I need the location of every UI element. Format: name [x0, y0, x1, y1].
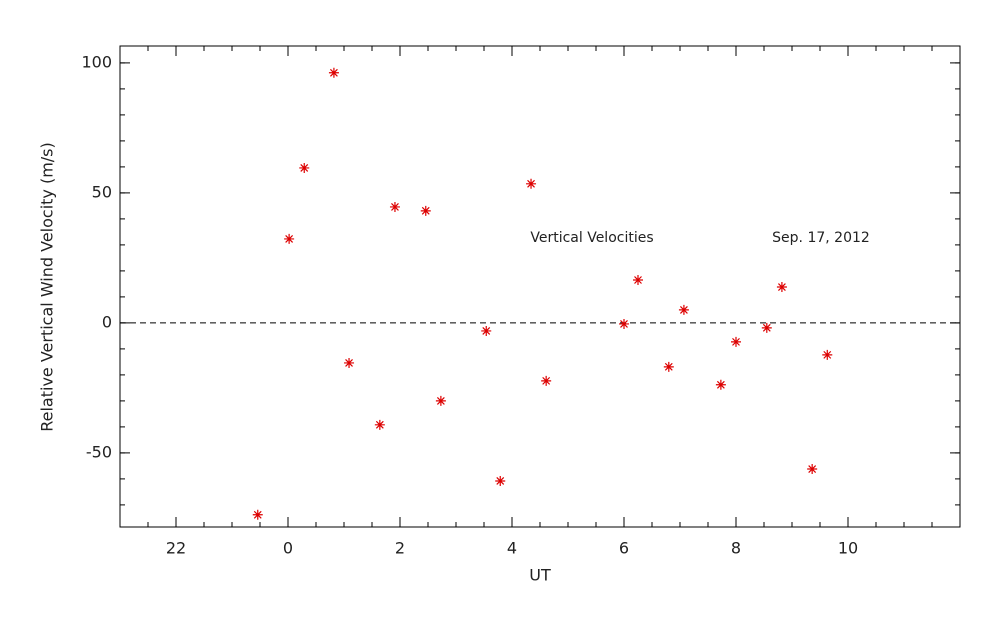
y-axis-label: Relative Vertical Wind Velocity (m/s) — [38, 142, 57, 432]
data-point — [344, 357, 355, 368]
annotation: Vertical Velocities — [530, 230, 653, 246]
data-point — [435, 395, 446, 406]
data-point — [526, 178, 537, 189]
data-point — [481, 325, 492, 336]
data-point — [776, 282, 787, 293]
data-point — [495, 475, 506, 486]
annotation: Sep. 17, 2012 — [772, 230, 870, 246]
data-point — [678, 304, 689, 315]
y-tick-label: 50 — [92, 182, 112, 201]
y-tick-label: -50 — [86, 442, 112, 461]
x-tick-label: 8 — [731, 539, 741, 558]
y-tick-label: 0 — [102, 312, 112, 331]
data-point — [619, 318, 629, 329]
x-tick-label: 4 — [507, 539, 517, 558]
x-tick-label: 0 — [283, 539, 293, 558]
data-point — [299, 162, 310, 173]
x-axis-label: UT — [529, 566, 551, 585]
data-point — [633, 275, 643, 285]
plot-frame — [119, 45, 961, 528]
data-point — [731, 336, 741, 347]
y-tick-label: 100 — [81, 52, 112, 71]
data-point — [374, 419, 385, 430]
data-point — [252, 509, 263, 520]
data-point — [807, 464, 818, 475]
data-point — [284, 233, 295, 244]
data-point — [541, 375, 552, 386]
data-point — [715, 379, 726, 390]
x-tick-label: 10 — [838, 539, 858, 558]
data-point — [420, 205, 431, 216]
x-tick-label: 2 — [395, 539, 405, 558]
data-point — [328, 67, 339, 78]
data-point — [663, 361, 674, 372]
data-point — [761, 322, 772, 333]
x-tick-label: 22 — [166, 539, 186, 558]
data-point — [822, 349, 833, 360]
data-point — [389, 201, 400, 212]
x-tick-label: 6 — [619, 539, 629, 558]
